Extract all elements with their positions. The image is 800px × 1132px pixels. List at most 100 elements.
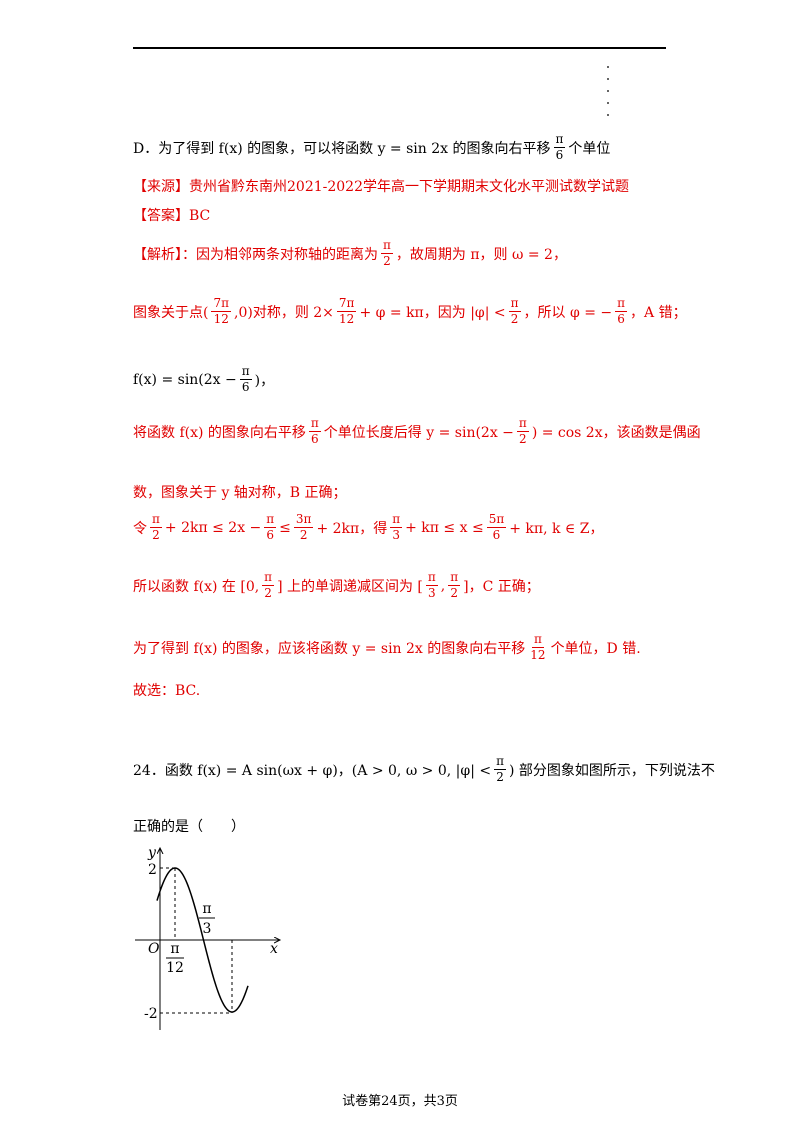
fraction: 7π 12 — [211, 296, 231, 327]
frac-num: π — [553, 132, 566, 148]
text-run: , — [440, 577, 446, 594]
tick-label: -2 — [144, 1006, 158, 1022]
text-line: 正确的是（ ） — [133, 816, 245, 836]
frac-den: 2 — [450, 586, 458, 600]
frac-den: 6 — [492, 528, 501, 542]
fraction: 7π 12 — [336, 296, 357, 327]
text-run: ，所以 φ = − — [523, 304, 613, 321]
frac-den: 6 — [555, 148, 564, 162]
frac-den: 3 — [428, 586, 436, 600]
axis-label: x — [270, 941, 278, 957]
frac-den: 2 — [383, 254, 391, 268]
text-run: + φ = kπ，因为 |φ| < — [359, 304, 506, 321]
tick-label: 2 — [148, 862, 157, 878]
frac-den: 12 — [166, 960, 184, 976]
frac-num: π — [239, 364, 252, 380]
text-line: 令 π 2 + 2kπ ≤ 2x − π 6 ≤3π 2 + 2kπ，得 π 3 + kπ ≤ x ≤… — [133, 512, 603, 543]
text-run: + kπ ≤ x ≤ — [405, 519, 484, 536]
text-run: 个单位 — [568, 140, 611, 157]
text-run: 为了得到 f(x) 的图象，应该将函数 y = sin 2x 的图象向右平移 — [133, 640, 526, 657]
origin-label: O — [148, 941, 160, 957]
text-run: 【来源】贵州省黔东南州2021-2022学年高一下学期期末文化水平测试数学试题 — [133, 179, 629, 195]
frac-num: π — [390, 512, 403, 528]
text-run: + kπ, k ∈ Z， — [509, 520, 604, 537]
header-rule — [133, 47, 666, 49]
text-run: f(x) = sin(2x − — [133, 371, 237, 388]
frac-num: 7π — [336, 296, 357, 312]
margin-dot — [607, 90, 609, 92]
frac-num: π — [516, 416, 529, 432]
text-run: 图象关于点( — [133, 304, 209, 321]
text-line: 将函数 f(x) 的图象向右平移 π 6 个单位长度后得 y = sin(2x − π 2… — [133, 416, 701, 447]
text-run: 【答案】BC — [133, 208, 211, 224]
text-run: 令 — [133, 520, 147, 537]
text-line: 【来源】贵州省黔东南州2021-2022学年高一下学期期末文化水平测试数学试题 — [133, 176, 629, 196]
frac-num: π — [508, 296, 521, 312]
text-run: ) = cos 2x，该函数是偶函 — [531, 424, 701, 441]
text-line: 【解析】：因为相邻两条对称轴的距离为 π 2 ，故周期为 π，则 ω = 2， — [133, 238, 567, 269]
frac-num: π — [262, 570, 275, 586]
frac-den: 12 — [530, 648, 546, 662]
frac-num: π — [150, 512, 162, 528]
frac-num: π — [615, 296, 628, 312]
frac-num: π — [448, 570, 461, 586]
frac-num: π — [308, 416, 321, 432]
frac-num: 5π — [486, 512, 507, 528]
frac-den: 12 — [339, 312, 355, 326]
frac-den: 12 — [213, 312, 229, 326]
text-run: )， — [254, 372, 275, 389]
text-line: D．为了得到 f(x) 的图象，可以将函数 y = sin 2x 的图象向右平移… — [133, 132, 610, 163]
frac-den: 6 — [266, 528, 275, 542]
frac-num: π — [202, 901, 211, 917]
text-line: 【答案】BC — [133, 205, 210, 225]
frac-num: π — [170, 941, 179, 957]
text-line: 为了得到 f(x) 的图象，应该将函数 y = sin 2x 的图象向右平移 π 1… — [133, 632, 641, 663]
text-run: ，故周期为 π，则 ω = 2， — [395, 246, 567, 263]
text-line: f(x) = sin(2x − π 6 )， — [133, 364, 274, 395]
text-line: 故选：BC. — [133, 680, 200, 700]
text-run: 个单位，D 错. — [550, 640, 641, 657]
frac-den: 2 — [299, 528, 308, 542]
frac-den: 2 — [264, 586, 272, 600]
text-line: 24．函数 f(x) = A sin(ωx + φ)，(A > 0, ω > 0… — [133, 754, 715, 785]
footer: 试卷第24页，共3页 — [342, 1094, 458, 1109]
margin-dot — [607, 102, 609, 104]
text-run: 故选：BC. — [133, 683, 201, 699]
text-line: 数，图象关于 y 轴对称，B 正确； — [133, 482, 347, 502]
frac-num: π — [264, 512, 277, 528]
margin-dot — [607, 114, 609, 116]
text-run: + 2kπ ≤ 2x − — [164, 519, 262, 536]
text-run: 正确的是（ ） — [133, 819, 245, 835]
frac-num: π — [425, 570, 438, 586]
margin-dot — [607, 66, 609, 68]
fraction: π 12 — [528, 632, 547, 663]
margin-dot — [607, 78, 609, 80]
frac-num: 7π — [211, 296, 231, 312]
text-run: ，A 错； — [630, 304, 687, 321]
frac-den: 2 — [510, 312, 519, 326]
frac-den: 6 — [617, 312, 625, 326]
frac-den: 2 — [519, 432, 527, 446]
frac-den: 6 — [311, 432, 319, 446]
frac-den: 6 — [241, 380, 250, 394]
frac-den: 3 — [392, 528, 400, 542]
frac-num: 3π — [293, 512, 314, 528]
frac-den: 2 — [152, 528, 160, 542]
text-run: ,0)对称，则 2× — [234, 304, 334, 321]
text-run: 个单位长度后得 y = sin(2x − — [323, 424, 514, 441]
text-run: 将函数 f(x) 的图象向右平移 — [133, 424, 306, 441]
text-run: ) 部分图象如图所示，下列说法不 — [508, 762, 715, 779]
frac-den: 2 — [496, 770, 504, 784]
text-run: D．为了得到 f(x) 的图象，可以将函数 y = sin 2x 的图象向右平移 — [133, 140, 551, 157]
text-line: 图象关于点(7π 12,0)对称，则 2× 7π 12 + φ = kπ，因为 |φ| … — [133, 296, 687, 327]
